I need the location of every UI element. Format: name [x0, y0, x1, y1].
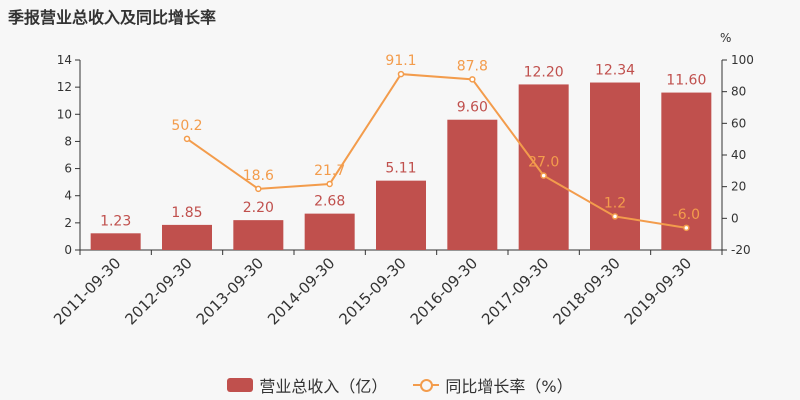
right-axis-tick-label: 100 [731, 53, 754, 67]
growth-rate-label: 18.6 [243, 168, 274, 184]
legend-line-swatch [413, 378, 440, 392]
growth-rate-point [611, 213, 619, 220]
legend-label-growth: 同比增长率（%） [445, 377, 573, 396]
chart-title: 季报营业总收入及同比增长率 [8, 8, 217, 27]
legend-label-revenue: 营业总收入（亿） [259, 377, 388, 396]
revenue-bar-label: 5.11 [385, 161, 416, 177]
growth-rate-label: 91.1 [385, 53, 416, 69]
revenue-bar [590, 82, 640, 251]
growth-rate-point [183, 135, 191, 143]
growth-rate-line [186, 73, 687, 229]
chart-legend: 营业总收入（亿） 同比增长率（%） [0, 373, 800, 397]
right-axis-unit: % [720, 31, 731, 45]
revenue-bar [304, 213, 355, 250]
x-axis-tick-label: 2015-09-30 [335, 254, 409, 328]
growth-rate-label: 50.2 [171, 118, 202, 134]
left-axis-tick-label: 8 [64, 134, 72, 148]
revenue-bar [162, 224, 212, 250]
growth-rate-label: 27.0 [528, 155, 559, 171]
x-axis-tick-label: 2012-09-30 [121, 254, 195, 328]
x-axis-tick-label: 2017-09-30 [478, 254, 552, 328]
right-axis-tick-label: 80 [731, 85, 746, 99]
growth-rate-point [397, 70, 405, 78]
growth-rate-label: 21.7 [314, 163, 345, 179]
x-axis-tick-label: 2014-09-30 [264, 254, 338, 328]
legend-item-growth[interactable]: 同比增长率（%） [413, 373, 573, 397]
x-axis-tick-label: 2018-09-30 [549, 254, 623, 328]
revenue-bar [518, 84, 569, 250]
revenue-bar-label: 2.20 [243, 200, 274, 216]
revenue-bar-label: 1.23 [100, 213, 131, 229]
right-axis-tick-label: 40 [731, 148, 746, 162]
growth-rate-label: 1.2 [604, 195, 626, 211]
right-axis-tick-label: -20 [731, 243, 751, 257]
revenue-bar [447, 119, 498, 250]
growth-rate-point [683, 224, 690, 232]
growth-rate-point [255, 185, 262, 193]
growth-rate-point [469, 76, 476, 83]
revenue-bar-label: 12.20 [524, 64, 564, 80]
right-axis-tick-label: 20 [731, 180, 746, 194]
left-axis-tick-label: 4 [64, 189, 72, 203]
legend-item-revenue[interactable]: 营业总收入（亿） [227, 373, 387, 397]
right-axis-tick-label: 0 [731, 211, 739, 225]
x-axis-tick-label: 2013-09-30 [193, 254, 267, 328]
left-axis-tick-label: 6 [64, 162, 72, 176]
growth-rate-label: 87.8 [457, 58, 488, 74]
left-axis-tick-label: 0 [64, 243, 72, 257]
left-axis-tick-label: 2 [64, 216, 72, 230]
left-axis-tick-label: 14 [57, 53, 72, 67]
revenue-bar [661, 92, 712, 250]
growth-rate-point [326, 180, 333, 188]
x-axis-tick-label: 2019-09-30 [621, 254, 695, 328]
revenue-bar-label: 11.60 [666, 73, 706, 89]
revenue-bar-label: 1.85 [171, 205, 202, 221]
revenue-bar-label: 9.60 [457, 100, 488, 116]
revenue-bar [90, 233, 141, 250]
left-axis-tick-label: 12 [57, 80, 72, 94]
revenue-bar [233, 220, 284, 250]
legend-bar-swatch [227, 378, 254, 392]
left-axis-tick-label: 10 [57, 107, 72, 121]
revenue-bar [376, 180, 426, 250]
x-axis-tick-label: 2016-09-30 [407, 254, 481, 328]
revenue-bar-label: 12.34 [595, 63, 635, 79]
right-axis-tick-label: 60 [731, 116, 746, 130]
revenue-bar-label: 2.68 [314, 194, 345, 210]
growth-rate-label: -6.0 [673, 207, 700, 223]
growth-rate-point [540, 172, 547, 179]
x-axis-tick-label: 2011-09-30 [50, 254, 124, 328]
